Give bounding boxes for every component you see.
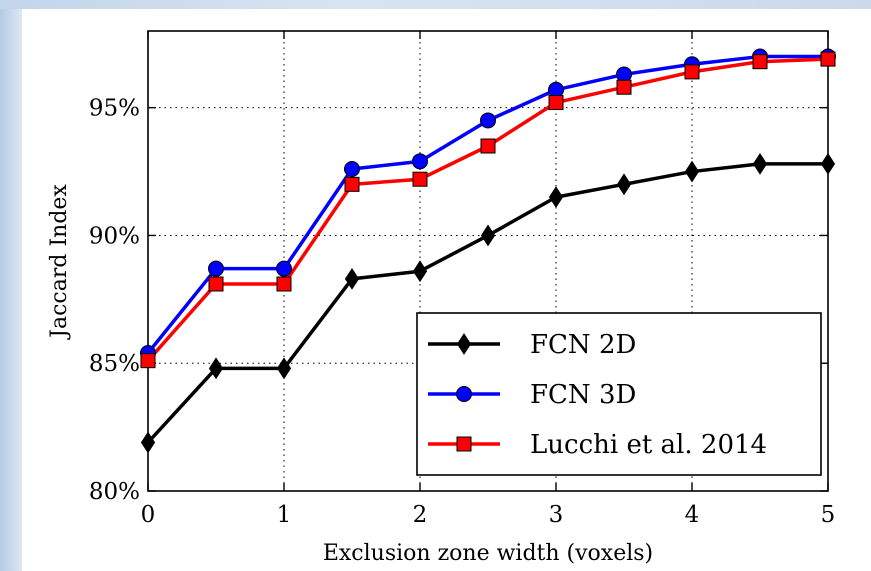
- data-point-lucchi-et-al-2014: [276, 276, 292, 292]
- data-point-fcn-3d: [412, 153, 428, 170]
- data-point-fcn-3d: [344, 161, 360, 177]
- data-point-fcn-2d: [480, 224, 496, 247]
- x-tick-label: 1: [277, 502, 292, 528]
- background-strip: [0, 0, 871, 9]
- y-axis-title: Jaccard Index: [47, 184, 72, 340]
- data-point-fcn-2d: [208, 357, 224, 380]
- data-point-fcn-2d: [684, 160, 700, 183]
- data-point-fcn-2d: [276, 357, 292, 380]
- data-point-fcn-2d: [616, 173, 632, 196]
- data-point-lucchi-et-al-2014: [480, 138, 496, 154]
- series-line-fcn-3d: [148, 54, 828, 355]
- data-point-fcn-3d: [548, 81, 564, 98]
- data-point-lucchi-et-al-2014: [684, 64, 700, 80]
- data-point-fcn-2d: [412, 260, 428, 283]
- x-tick-label: 0: [141, 502, 156, 528]
- data-point-lucchi-et-al-2014: [344, 176, 360, 192]
- x-tick-label: 5: [821, 502, 836, 528]
- data-point-fcn-2d: [752, 152, 768, 175]
- y-tick-label: 85%: [89, 351, 140, 377]
- x-tick-label: 2: [413, 502, 428, 528]
- x-tick-label: 3: [549, 502, 564, 528]
- y-tick-label: 90%: [89, 223, 140, 249]
- legend-marker-lucchi-et-al-2014: [456, 436, 472, 452]
- data-point-fcn-3d: [480, 112, 496, 129]
- series-markers: [140, 48, 836, 454]
- slide-card: [22, 9, 871, 571]
- axis-ticks: 0 1 2 3 4 5 80% 85% 90% 95%: [89, 31, 835, 528]
- data-point-lucchi-et-al-2014: [208, 276, 224, 292]
- x-tick-label: 4: [685, 502, 700, 528]
- legend-marker-fcn-3d: [456, 386, 472, 402]
- data-point-lucchi-et-al-2014: [616, 79, 632, 95]
- data-point-fcn-2d: [140, 431, 156, 454]
- data-point-lucchi-et-al-2014: [412, 171, 428, 187]
- data-point-fcn-3d: [276, 260, 292, 277]
- data-point-fcn-3d: [616, 66, 632, 83]
- data-point-fcn-2d: [344, 267, 360, 290]
- legend-label-fcn-3d: FCN 3D: [530, 380, 636, 410]
- y-tick-label: 80%: [89, 479, 140, 505]
- legend-label-lucchi-et-al-2014: Lucchi et al. 2014: [530, 430, 767, 460]
- data-point-lucchi-et-al-2014: [548, 95, 564, 111]
- data-point-fcn-2d: [548, 186, 564, 209]
- x-axis-title: Exclusion zone width (voxels): [323, 541, 653, 566]
- data-point-lucchi-et-al-2014: [752, 54, 768, 70]
- y-tick-label: 95%: [89, 96, 140, 122]
- data-point-fcn-2d: [820, 152, 836, 175]
- data-point-lucchi-et-al-2014: [820, 51, 836, 67]
- data-point-lucchi-et-al-2014: [140, 353, 156, 369]
- legend-label-fcn-2d: FCN 2D: [530, 330, 636, 360]
- legend: FCN 2D FCN 3D Lucchi et al. 2014: [416, 312, 822, 476]
- data-point-fcn-3d: [208, 260, 224, 277]
- plot-frame: [147, 30, 829, 492]
- legend-marker-fcn-2d: [456, 333, 472, 355]
